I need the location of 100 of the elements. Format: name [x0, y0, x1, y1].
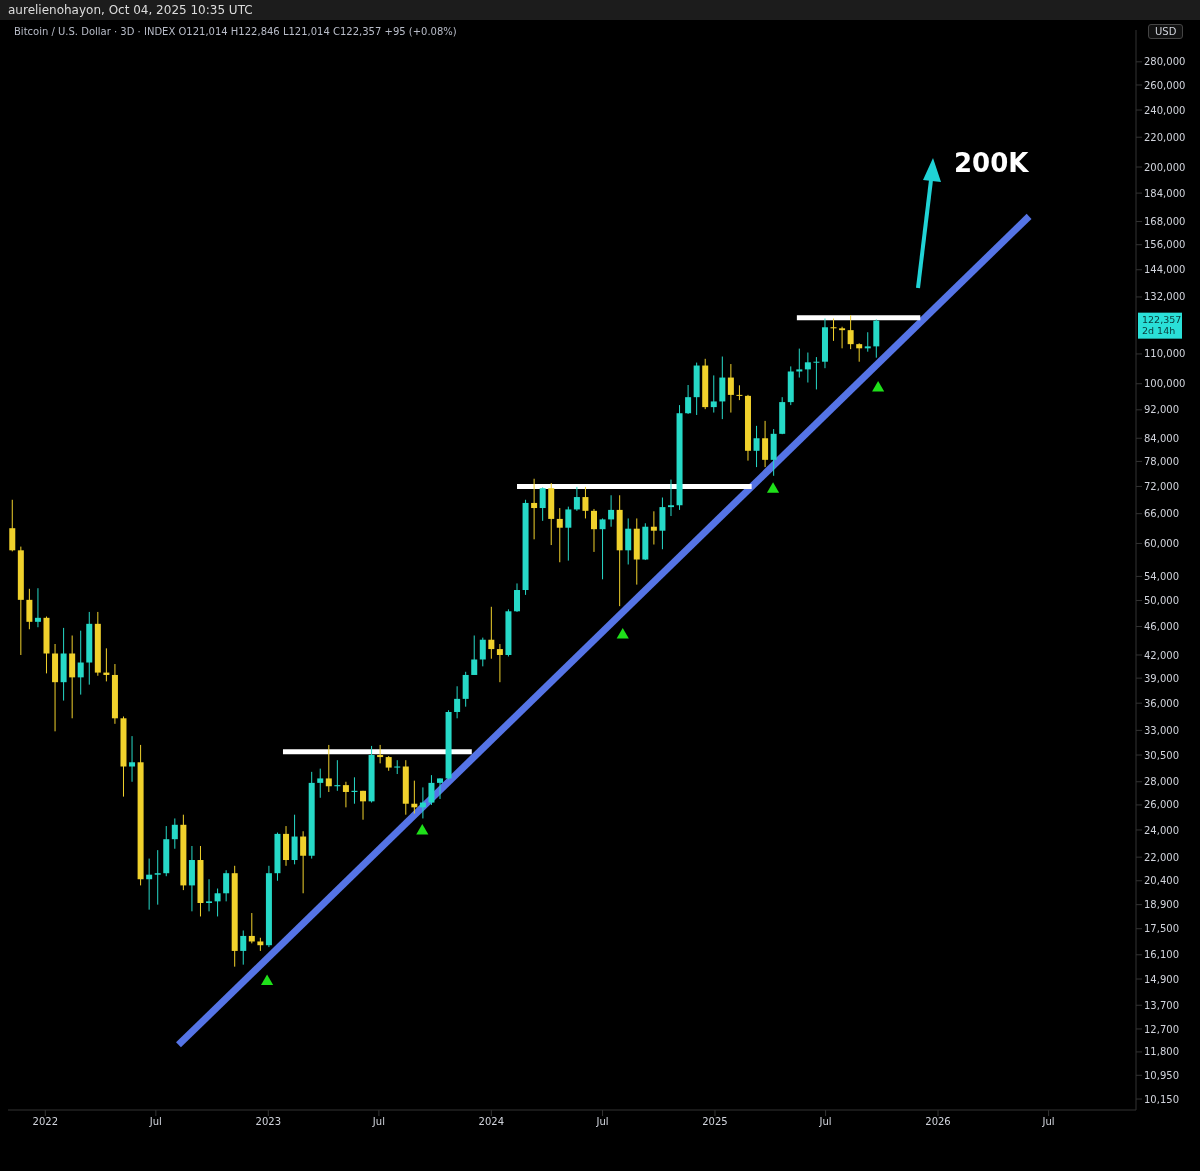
- candlestick: [496, 643, 503, 683]
- candlestick: [762, 420, 769, 468]
- x-tick-label: 2025: [702, 1116, 728, 1128]
- candlestick: [591, 508, 597, 553]
- candlestick: [317, 768, 324, 799]
- candlestick: [9, 499, 16, 552]
- y-tick-label: 50,000: [1144, 595, 1179, 607]
- y-tick-label: 200,000: [1144, 161, 1186, 173]
- candlestick: [727, 363, 734, 414]
- candlestick: [300, 830, 307, 894]
- y-tick-label: 33,000: [1144, 724, 1179, 736]
- x-tick-label: Jul: [1041, 1116, 1055, 1128]
- candlestick: [753, 425, 760, 468]
- x-tick-label: 2022: [32, 1116, 58, 1128]
- candlestick: [342, 781, 349, 808]
- candlestick: [573, 486, 580, 512]
- candlestick: [291, 814, 298, 865]
- y-tick-label: 17,500: [1144, 923, 1179, 935]
- candlestick: [437, 777, 444, 800]
- candlestick: [565, 506, 572, 562]
- y-tick-label: 10,950: [1144, 1069, 1179, 1081]
- y-tick-label: 28,000: [1144, 776, 1179, 788]
- candlestick: [650, 510, 657, 546]
- candlestick: [454, 685, 461, 719]
- y-tick-label: 84,000: [1144, 432, 1179, 444]
- y-tick-label: 11,800: [1144, 1046, 1179, 1058]
- y-tick-label: 39,000: [1144, 672, 1179, 684]
- candlestick: [531, 478, 538, 540]
- y-tick-label: 78,000: [1144, 455, 1179, 467]
- candlestick: [325, 744, 332, 793]
- candlestick: [685, 384, 692, 415]
- y-tick-label: 156,000: [1144, 239, 1186, 251]
- y-tick-label: 12,700: [1144, 1023, 1179, 1035]
- x-tick-label: 2026: [925, 1116, 951, 1128]
- point: [872, 380, 885, 392]
- y-tick-label: 184,000: [1144, 187, 1186, 199]
- candlestick: [719, 356, 726, 420]
- candlestick: [667, 479, 674, 517]
- y-tick-label: 18,900: [1144, 899, 1179, 911]
- chart-subtitle: aurelienohayon, Oct 04, 2025 10:35 UTC: [0, 0, 1200, 20]
- annotation: 200K: [954, 148, 1030, 178]
- candlestick: [223, 869, 230, 902]
- candlestick: [830, 318, 837, 342]
- y-tick-label: 220,000: [1144, 131, 1186, 143]
- y-tick-label: 20,400: [1144, 875, 1179, 887]
- y-tick-label: 13,700: [1144, 999, 1179, 1011]
- candlestick: [625, 517, 632, 565]
- candlestick: [847, 314, 854, 350]
- candlestick: [69, 635, 76, 719]
- y-axis-title: USD: [1148, 24, 1184, 39]
- candlestick: [471, 635, 478, 676]
- candlestick: [360, 790, 367, 821]
- y-tick-label: 240,000: [1144, 104, 1186, 116]
- chart-title: Bitcoin / U.S. Dollar · 3D · INDEX O121,014 H122,846 L121,014 C122,357 +95 (+0.08%): [14, 26, 457, 37]
- candlestick: [856, 342, 863, 363]
- candlestick: [736, 384, 743, 401]
- candlestick: [240, 930, 247, 966]
- candlestick: [377, 744, 384, 764]
- candlestick: [796, 348, 803, 379]
- candlestick: [539, 486, 546, 522]
- y-tick-label: 10,150: [1144, 1093, 1179, 1105]
- y-tick-label: 22,000: [1144, 851, 1179, 863]
- y-tick-label: 54,000: [1144, 570, 1179, 582]
- candlestick: [488, 606, 495, 660]
- point: [261, 974, 274, 986]
- candlestick: [582, 486, 589, 519]
- candlestick: [26, 588, 33, 630]
- x-tick-label: Jul: [148, 1116, 162, 1128]
- y-tick-label: 132,000: [1144, 291, 1186, 303]
- point: [766, 482, 780, 493]
- candlestick: [394, 759, 401, 775]
- y-tick-label: 110,000: [1144, 348, 1186, 360]
- y-tick-label: 42,000: [1144, 649, 1179, 661]
- candlestick: [514, 582, 521, 613]
- y-tick-label: 24,000: [1144, 824, 1179, 836]
- y-tick-label: 60,000: [1144, 538, 1179, 550]
- candlestick: [129, 735, 136, 783]
- y-tick-label: 168,000: [1144, 216, 1186, 228]
- candlestick: [214, 888, 221, 917]
- candlestick: [608, 494, 615, 528]
- point: [616, 628, 629, 639]
- y-tick-label: 280,000: [1144, 56, 1186, 68]
- candlestick: [77, 630, 84, 696]
- x-tick-label: Jul: [595, 1116, 609, 1128]
- y-tick-label: 260,000: [1144, 79, 1186, 91]
- text: 2d 14h: [1142, 324, 1176, 336]
- candlestick: [864, 331, 871, 353]
- candlestick: [659, 497, 666, 550]
- y-tick-label: 16,100: [1144, 949, 1179, 961]
- candlestick: [813, 356, 820, 390]
- y-tick-label: 92,000: [1144, 404, 1179, 416]
- candlestick: [804, 352, 811, 383]
- candlestick: [154, 849, 161, 906]
- x-tick-label: 2024: [478, 1116, 505, 1128]
- y-tick-label: 144,000: [1144, 264, 1186, 276]
- candlestick: [171, 817, 178, 850]
- candlestick: [479, 637, 486, 667]
- y-tick-label: 100,000: [1144, 378, 1186, 390]
- y-tick-label: 14,900: [1144, 973, 1179, 985]
- x-tick-label: 2023: [255, 1116, 282, 1128]
